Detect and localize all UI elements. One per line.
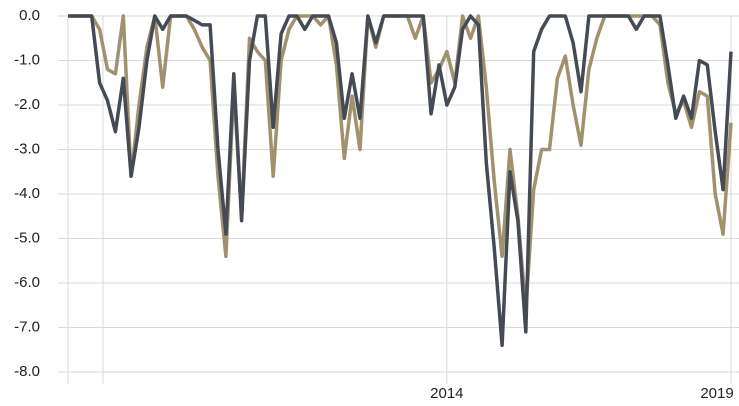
data-line	[68, 14, 733, 348]
x-tick-label: 2019	[700, 385, 733, 402]
y-tick-label: -5.0	[14, 229, 40, 246]
y-tick-label: -7.0	[14, 318, 40, 335]
x-tick-label: 2014	[430, 385, 463, 402]
y-tick-label: -8.0	[14, 363, 40, 380]
y-tick-label: -6.0	[14, 274, 40, 291]
y-tick-label: -4.0	[14, 185, 40, 202]
y-tick-label: -3.0	[14, 140, 40, 157]
y-tick-label: 0.0	[19, 7, 40, 24]
y-tick-label: -2.0	[14, 96, 40, 113]
y-tick-label: -1.0	[14, 51, 40, 68]
